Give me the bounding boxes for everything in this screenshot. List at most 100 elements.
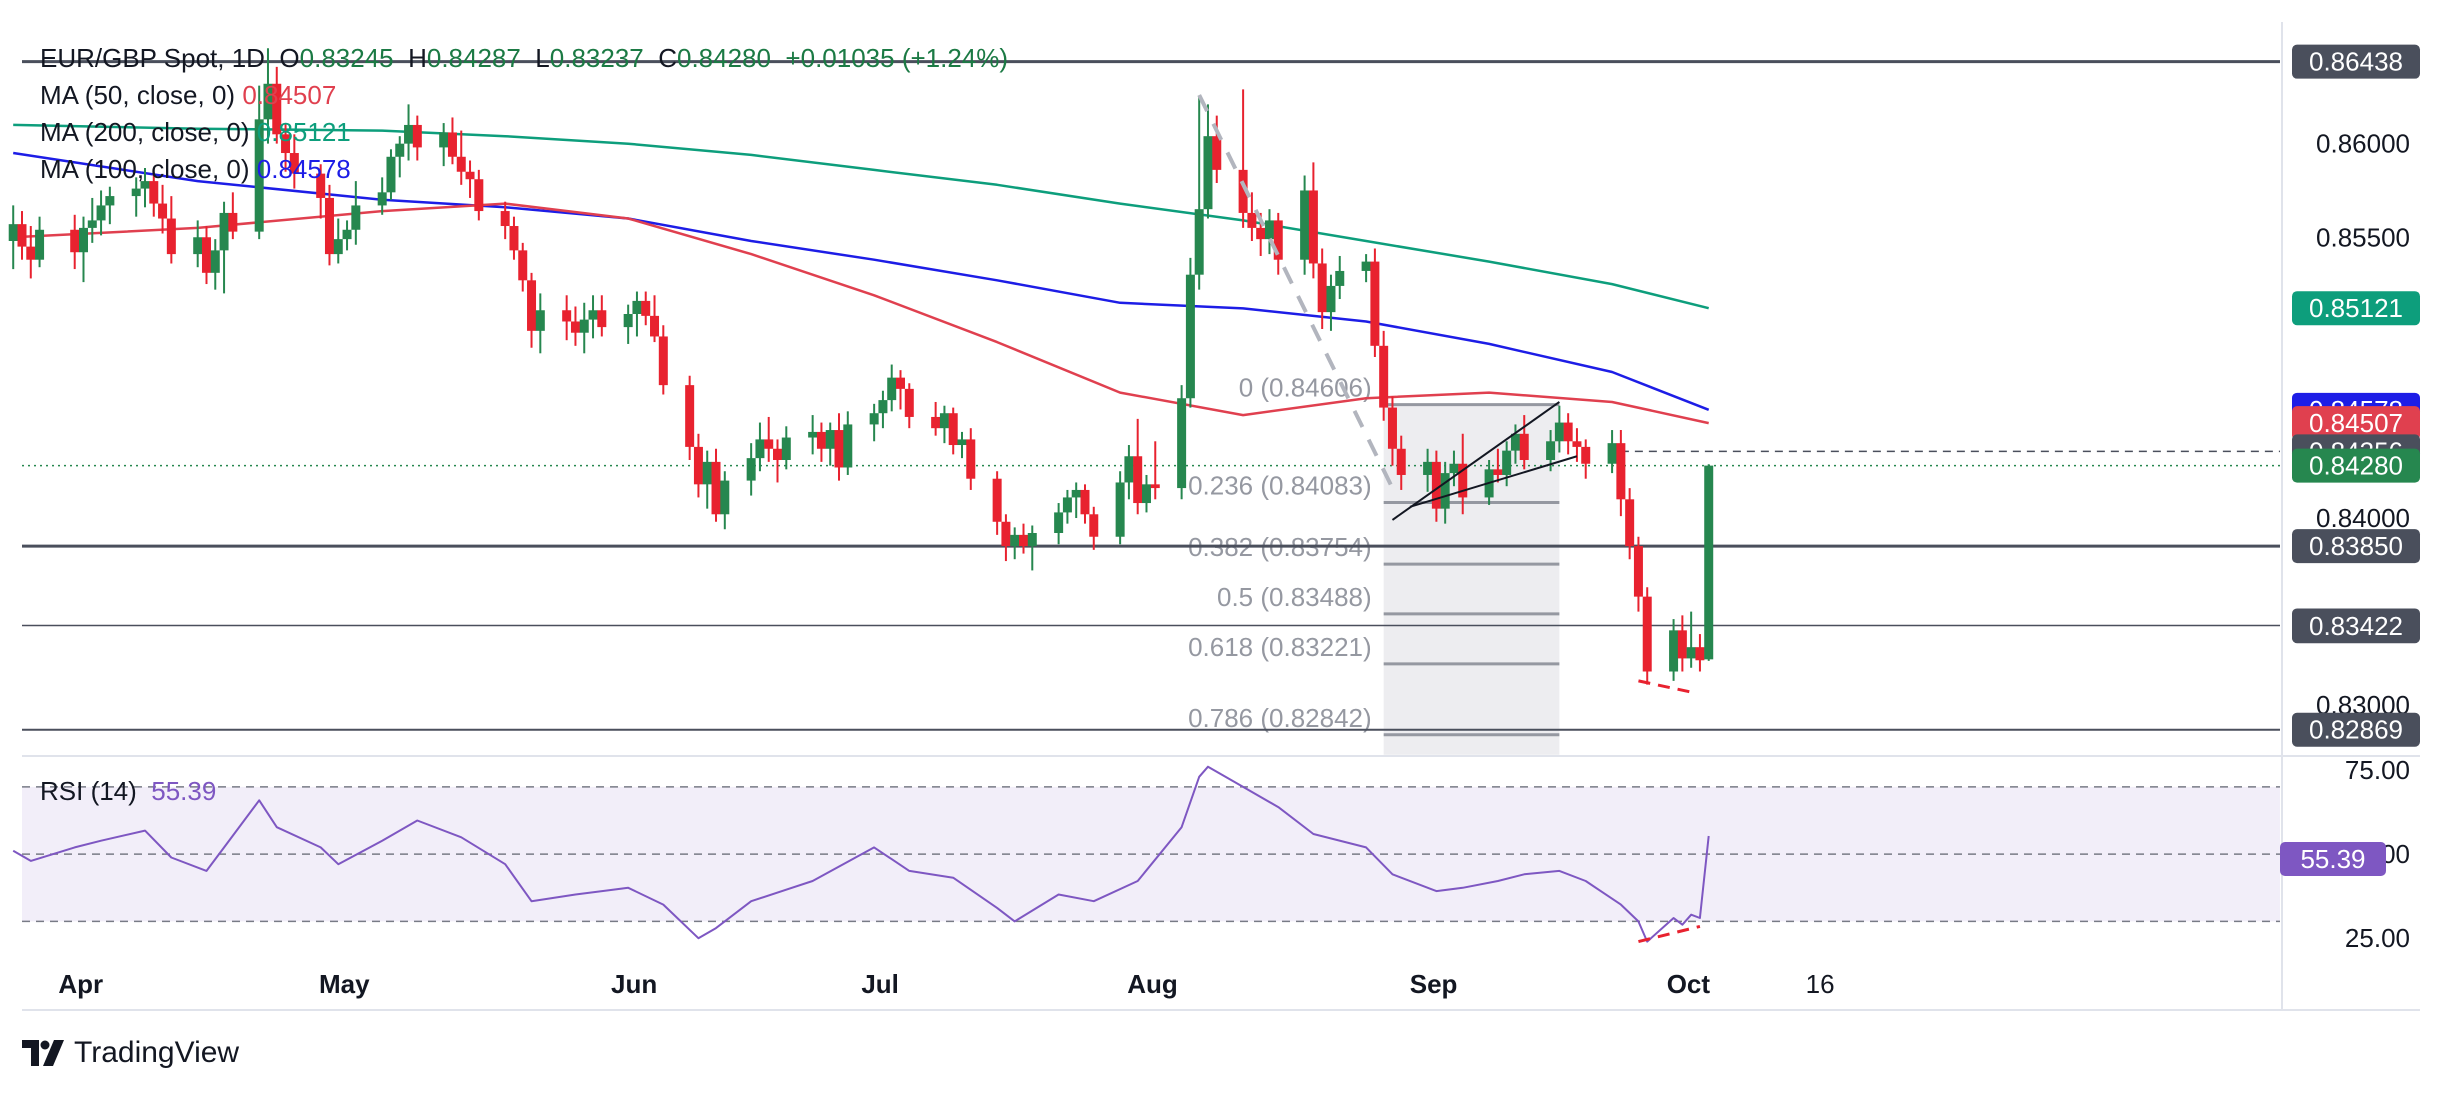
candle-body xyxy=(1370,261,1380,346)
candle-body xyxy=(1141,484,1151,504)
candle xyxy=(78,216,88,283)
candle-body xyxy=(219,212,229,251)
candle xyxy=(1317,248,1327,329)
candle xyxy=(957,431,967,459)
candle xyxy=(948,407,958,455)
candle-body xyxy=(781,437,791,460)
price-label: 0.86438 xyxy=(2292,44,2420,79)
tradingview-logo[interactable]: TradingView xyxy=(22,1036,239,1070)
candle xyxy=(843,411,853,475)
candle-body xyxy=(1704,465,1714,660)
candle xyxy=(1449,450,1459,487)
rsi-label: RSI (14) xyxy=(40,776,137,806)
candle xyxy=(1308,162,1318,279)
low-label: L xyxy=(535,43,550,73)
candle xyxy=(1264,209,1274,255)
candle-body xyxy=(166,218,176,255)
candle-body xyxy=(1396,448,1406,475)
candle-body xyxy=(201,237,211,273)
candle-body xyxy=(1493,469,1503,475)
time-tick-label: Jul xyxy=(861,969,899,999)
candle xyxy=(377,177,387,215)
candle xyxy=(1247,192,1257,241)
candle-body xyxy=(412,124,422,148)
candle xyxy=(8,205,18,270)
candle xyxy=(105,186,115,225)
candle xyxy=(896,370,905,410)
candle xyxy=(158,184,168,234)
candle-body xyxy=(518,250,528,281)
candle-body xyxy=(527,280,537,331)
high-label: H xyxy=(408,43,427,73)
candle xyxy=(1554,405,1564,453)
candle xyxy=(527,272,537,348)
candle xyxy=(1133,418,1143,515)
rsi-value: 55.39 xyxy=(151,776,217,806)
candle xyxy=(500,201,510,240)
candle xyxy=(281,123,291,172)
candle xyxy=(447,117,457,165)
candle xyxy=(1018,523,1028,554)
candle-body xyxy=(158,203,168,219)
close-value: 0.84280 xyxy=(676,43,771,73)
candle xyxy=(316,164,326,219)
candle-body xyxy=(131,188,141,197)
candle-body xyxy=(456,156,466,172)
candle xyxy=(1396,435,1406,490)
candle-body xyxy=(1308,190,1318,264)
ma100-legend[interactable]: MA (100, close, 0) 0.84578 xyxy=(40,151,1008,188)
fib-level-label: 0.786 (0.82842) xyxy=(1188,703,1372,733)
candle-body xyxy=(1177,398,1187,489)
time-tick-label: Aug xyxy=(1127,969,1178,999)
candle-body xyxy=(1247,212,1257,228)
candle-body xyxy=(105,196,115,206)
candle-body xyxy=(1027,533,1037,547)
candle-body xyxy=(816,431,826,449)
candle xyxy=(1458,433,1468,515)
candle-body xyxy=(1379,345,1389,408)
candle xyxy=(1370,248,1380,358)
candle-body xyxy=(1625,499,1635,547)
candle xyxy=(140,168,150,208)
candle-body xyxy=(1300,190,1310,260)
price-label: 0.85121 xyxy=(2292,291,2420,326)
candle-body xyxy=(966,439,976,479)
candle xyxy=(219,201,229,294)
rsi-legend[interactable]: RSI (14) 55.39 xyxy=(40,776,216,807)
candle-body xyxy=(1387,407,1397,449)
time-tick-label: Sep xyxy=(1410,969,1458,999)
ma200-legend[interactable]: MA (200, close, 0) 0.85121 xyxy=(40,114,1008,151)
candle xyxy=(808,415,818,455)
candle-body xyxy=(1581,446,1591,464)
candle xyxy=(1001,514,1011,562)
candle-body xyxy=(1642,596,1652,672)
close-label: C xyxy=(658,43,677,73)
candle xyxy=(201,226,211,285)
candle-body xyxy=(1458,463,1468,498)
candle-body xyxy=(1695,647,1705,661)
candle xyxy=(1677,615,1687,672)
candle-body xyxy=(447,132,457,157)
ma50-legend[interactable]: MA (50, close, 0) 0.84507 xyxy=(40,77,1008,114)
candle xyxy=(149,173,159,217)
candles xyxy=(8,48,1714,685)
price-label: 0.84507 xyxy=(2292,406,2420,441)
candle-body xyxy=(70,229,80,253)
candle xyxy=(1194,96,1204,290)
candle-body xyxy=(746,458,756,481)
candle xyxy=(816,422,826,462)
candle-body xyxy=(570,321,580,333)
candle-body xyxy=(931,416,941,429)
symbol-title[interactable]: EUR/GBP Spot, 1D xyxy=(40,43,265,73)
candle xyxy=(1185,257,1195,408)
candle xyxy=(412,115,422,161)
candle-body xyxy=(1273,220,1283,260)
candle-body xyxy=(1510,433,1520,451)
candle xyxy=(1423,448,1433,492)
candle-body xyxy=(764,439,774,449)
candle xyxy=(1387,396,1397,466)
candle xyxy=(1642,587,1652,685)
candle xyxy=(193,220,203,268)
